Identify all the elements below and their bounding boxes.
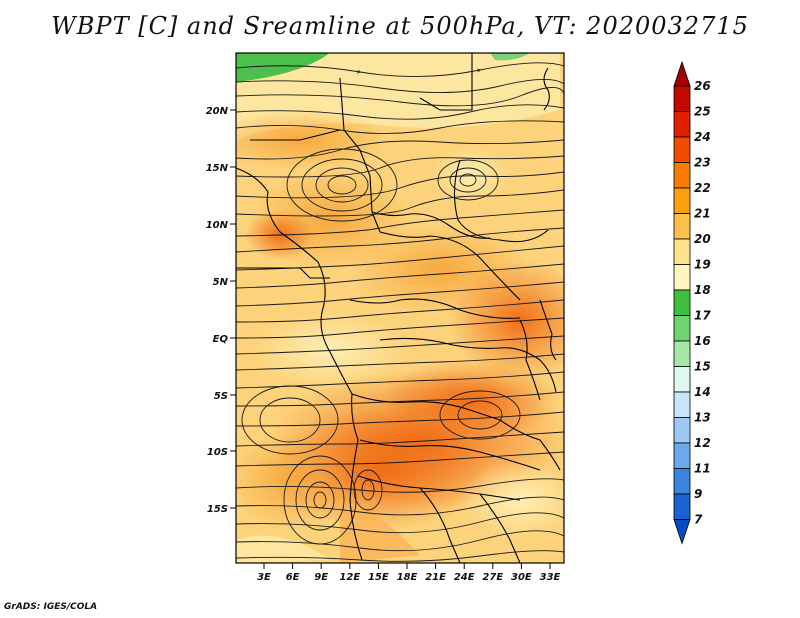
colorbar-label: 9 xyxy=(694,487,702,501)
colorbar-label: 11 xyxy=(694,462,711,476)
grads-credit: GrADS: IGES/COLA xyxy=(4,602,98,612)
lat-tick-label: 5N xyxy=(213,277,229,288)
vortex-south xyxy=(353,469,383,511)
colorbar-cell xyxy=(673,238,691,265)
country-borders xyxy=(236,53,561,563)
colorbar-bottom-arrow xyxy=(673,519,691,545)
colorbar-cell xyxy=(673,187,691,214)
colorbar-label: 19 xyxy=(694,258,711,272)
lon-tick-label: 12E xyxy=(339,572,360,583)
lon-tick-label: 21E xyxy=(425,572,446,583)
colorbar-cell xyxy=(673,85,691,112)
colorbar-label: 14 xyxy=(694,385,711,399)
colorbar-label: 22 xyxy=(694,181,711,195)
colorbar-cell xyxy=(673,136,691,163)
colorbar-cell xyxy=(673,366,691,393)
colorbar-label: 24 xyxy=(694,130,711,144)
lat-tick-label: 5S xyxy=(214,391,228,402)
lon-tick-label: 6E xyxy=(286,572,300,583)
colorbar-label: 20 xyxy=(694,232,711,246)
colorbar-label: 17 xyxy=(694,309,711,323)
colorbar-cell xyxy=(673,264,691,291)
lon-tick-label: 30E xyxy=(511,572,532,583)
lat-tick-label: 20N xyxy=(206,106,229,117)
wbpt-field xyxy=(236,53,564,563)
lat-tick-label: 10N xyxy=(206,220,229,231)
lon-tick-label: 15E xyxy=(368,572,389,583)
lat-tick-label: 10S xyxy=(207,447,228,458)
latitude-axis: 20N 15N 10N 5N EQ 5S 10S 15S xyxy=(206,106,236,515)
colorbar-cell xyxy=(673,213,691,240)
lat-tick-label: 15N xyxy=(206,163,229,174)
vortex-west xyxy=(241,385,339,455)
colorbar-cell xyxy=(673,289,691,316)
colorbar-cell xyxy=(673,493,691,520)
colorbar-label: 16 xyxy=(694,334,711,348)
colorbar-cell xyxy=(673,442,691,469)
map-frame xyxy=(235,52,565,564)
lat-tick-label: EQ xyxy=(213,334,229,345)
lon-tick-label: 24E xyxy=(454,572,475,583)
colorbar-label: 7 xyxy=(694,513,703,527)
colorbar-cell xyxy=(673,340,691,367)
lon-tick-label: 27E xyxy=(482,572,503,583)
lon-tick-label: 9E xyxy=(314,572,328,583)
vortex-east xyxy=(439,390,521,440)
vortex-northeast xyxy=(437,159,499,201)
colorbar-label: 26 xyxy=(694,79,711,93)
longitude-axis: 3E 6E 9E 12E 15E 18E 21E 24E 27E 30E 33E xyxy=(257,563,561,583)
colorbar-cell xyxy=(673,417,691,444)
colorbar-cell xyxy=(673,162,691,189)
colorbar-cell xyxy=(673,111,691,138)
colorbar-label: 25 xyxy=(694,105,711,119)
colorbar-cell xyxy=(673,391,691,418)
colorbar-cell xyxy=(673,468,691,495)
colorbar-label: 21 xyxy=(694,207,711,221)
lon-tick-label: 3E xyxy=(257,572,271,583)
map-title: WBPT [C] and Sreamline at 500hPa, VT: 20… xyxy=(51,12,749,40)
lon-tick-label: 33E xyxy=(540,572,561,583)
colorbar-label: 23 xyxy=(694,156,711,170)
lat-tick-label: 15S xyxy=(207,504,228,515)
colorbar-top-arrow xyxy=(673,60,691,87)
colorbar-label: 18 xyxy=(694,283,711,297)
colorbar-label: 15 xyxy=(694,360,711,374)
colorbar-label: 13 xyxy=(694,411,711,425)
vortex-north xyxy=(286,148,398,222)
green-patch-nw xyxy=(236,53,330,82)
lon-tick-label: 18E xyxy=(397,572,418,583)
colorbar-cell xyxy=(673,315,691,342)
colorbar-label: 12 xyxy=(694,436,711,450)
